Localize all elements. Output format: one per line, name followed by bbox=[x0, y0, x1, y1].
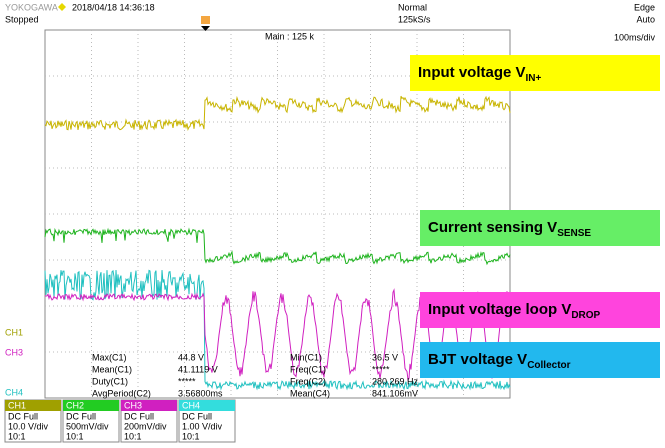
channel-probe: 10:1 bbox=[8, 431, 26, 441]
channel-scale: 10.0 V/div bbox=[8, 421, 49, 431]
label-box bbox=[410, 55, 660, 91]
label-text: Current sensing VSENSE bbox=[428, 219, 591, 239]
channel-name: CH2 bbox=[66, 400, 84, 410]
measurement: 280.269 Hz bbox=[372, 376, 419, 386]
mode: Normal bbox=[398, 2, 427, 12]
measurement: Freq(C2) bbox=[290, 376, 326, 386]
channel-marker: CH4 bbox=[5, 387, 23, 397]
channel-head bbox=[63, 400, 119, 411]
label-box bbox=[420, 210, 660, 246]
measurement: Freq(C1) bbox=[290, 364, 326, 374]
grid bbox=[44, 29, 511, 399]
measurement: ***** bbox=[178, 376, 196, 386]
measurement: 841.106mV bbox=[372, 388, 418, 398]
label-sub: IN+ bbox=[526, 73, 542, 84]
measurement: 41.1119 V bbox=[178, 364, 218, 374]
channel-scale: 1.00 V/div bbox=[182, 421, 223, 431]
trigger-arrow bbox=[201, 26, 210, 31]
measurement: 3.56800ms bbox=[178, 388, 223, 398]
channel-marker: CH1 bbox=[5, 327, 23, 337]
measurement: Min(C1) bbox=[290, 352, 322, 362]
measurement: AvgPeriod(C2) bbox=[92, 388, 151, 398]
brand: YOKOGAWA bbox=[5, 2, 58, 12]
rate: 125kS/s bbox=[398, 14, 431, 24]
channel-coupling: DC Full bbox=[66, 411, 96, 421]
channel-name: CH1 bbox=[8, 400, 26, 410]
channel-name: CH3 bbox=[124, 400, 142, 410]
channel-marker: CH3 bbox=[5, 347, 23, 357]
label-box bbox=[420, 292, 660, 328]
measurement: Duty(C1) bbox=[92, 376, 128, 386]
channel-coupling: DC Full bbox=[182, 411, 212, 421]
label-sub: Collector bbox=[527, 360, 570, 371]
channel-head bbox=[179, 400, 235, 411]
measurement: ***** bbox=[372, 364, 390, 374]
channel-scale: 500mV/div bbox=[66, 421, 109, 431]
channel-coupling: DC Full bbox=[124, 411, 154, 421]
measurement: 36.5 V bbox=[372, 352, 398, 362]
measurement: Mean(C1) bbox=[92, 364, 132, 374]
channel-probe: 10:1 bbox=[124, 431, 142, 441]
channel-coupling: DC Full bbox=[8, 411, 38, 421]
channel-scale: 200mV/div bbox=[124, 421, 167, 431]
label-sub: SENSE bbox=[557, 228, 591, 239]
timebase: 100ms/div bbox=[614, 32, 656, 42]
label-box bbox=[420, 342, 660, 378]
measurement: Max(C1) bbox=[92, 352, 127, 362]
status: Stopped bbox=[5, 14, 39, 24]
main-label: Main : 125 k bbox=[265, 31, 315, 41]
measurement: Mean(C4) bbox=[290, 388, 330, 398]
trigger-mode: Auto bbox=[636, 14, 655, 24]
label-text: Input voltage VIN+ bbox=[418, 64, 542, 84]
channel-probe: 10:1 bbox=[182, 431, 200, 441]
trigger: Edge bbox=[634, 2, 655, 12]
indicator bbox=[58, 3, 66, 11]
label-text: Input voltage loop VDROP bbox=[428, 301, 601, 321]
channel-probe: 10:1 bbox=[66, 431, 84, 441]
measurement: 44.8 V bbox=[178, 352, 204, 362]
trigger-pos bbox=[201, 16, 210, 24]
wave-ch2 bbox=[44, 227, 511, 266]
channel-head bbox=[121, 400, 177, 411]
label-sub: DROP bbox=[571, 310, 600, 321]
channel-head bbox=[5, 400, 61, 411]
channel-name: CH4 bbox=[182, 400, 200, 410]
datetime: 2018/04/18 14:36:18 bbox=[72, 2, 155, 12]
wave-ch1 bbox=[44, 95, 511, 131]
